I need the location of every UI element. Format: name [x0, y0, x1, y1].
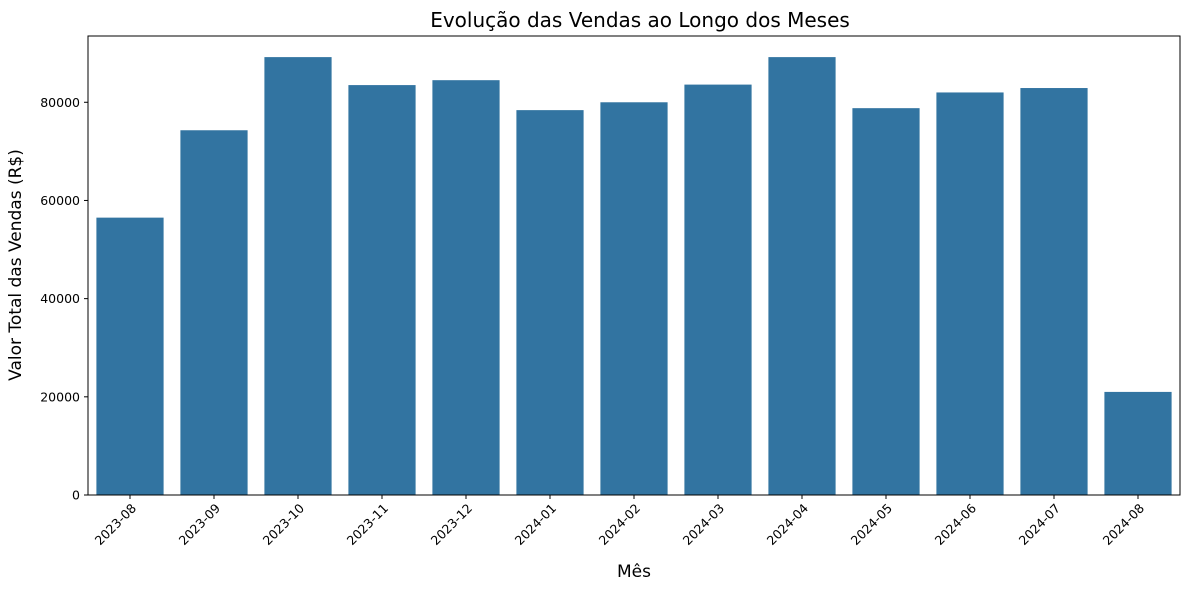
- x-tick-label: 2023-08: [92, 500, 140, 548]
- bar-2024-05: [852, 108, 920, 495]
- bar-2024-04: [768, 57, 836, 495]
- x-tick-label: 2024-05: [848, 501, 896, 549]
- y-tick-label: 0: [72, 488, 80, 503]
- x-axis: 2023-08 2023-09 2023-10 2023-11 2023-12 2024-…: [92, 495, 1148, 549]
- y-axis-title: Valor Total das Vendas (R$): [6, 149, 26, 381]
- bar-2024-03: [684, 84, 752, 495]
- bar-2023-10: [264, 57, 332, 495]
- bar-2023-12: [432, 80, 500, 495]
- y-tick-label: 40000: [40, 291, 80, 306]
- x-tick-label: 2024-04: [764, 500, 812, 548]
- x-tick-label: 2024-02: [596, 501, 644, 549]
- bar-2023-09: [180, 130, 248, 495]
- y-axis: 0 20000 40000 60000 80000: [40, 95, 88, 503]
- plot-frame: [87, 35, 1181, 496]
- bar-2024-02: [600, 102, 668, 495]
- x-axis-title: Mês: [617, 562, 651, 582]
- x-tick-label: 2023-09: [176, 500, 224, 548]
- x-tick-label: 2023-11: [344, 501, 392, 549]
- x-tick-label: 2024-08: [1100, 500, 1148, 548]
- bar-2024-06: [936, 92, 1004, 496]
- x-tick-label: 2023-12: [428, 501, 476, 549]
- x-tick-label: 2024-03: [680, 501, 728, 549]
- x-tick-label: 2023-10: [260, 500, 308, 548]
- y-tick-label: 20000: [40, 389, 80, 404]
- chart-title: Evolução das Vendas ao Longo dos Meses: [430, 8, 850, 32]
- bar-2023-11: [348, 85, 416, 495]
- x-tick-label: 2024-07: [1016, 501, 1064, 549]
- x-tick-label: 2024-06: [932, 500, 980, 548]
- bar-2024-07: [1020, 88, 1088, 495]
- y-tick-label: 60000: [40, 193, 80, 208]
- y-tick-label: 80000: [40, 95, 80, 110]
- x-tick-label: 2024-01: [512, 501, 560, 549]
- bar-2024-08: [1104, 391, 1172, 495]
- bar-2024-01: [516, 110, 584, 496]
- bar-2023-08: [96, 217, 164, 496]
- bars-group: [96, 57, 1172, 496]
